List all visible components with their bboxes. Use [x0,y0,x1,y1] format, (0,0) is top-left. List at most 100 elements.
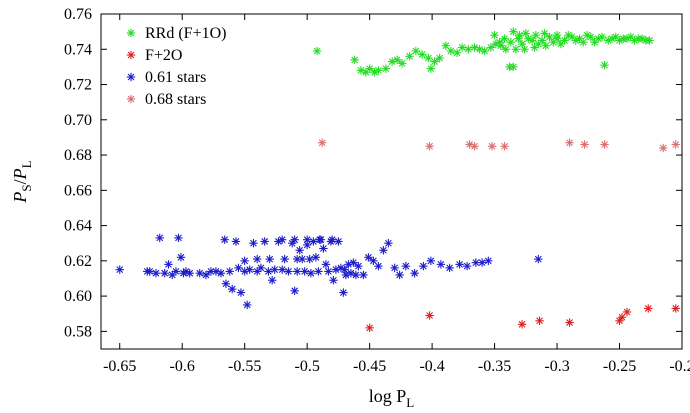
data-point [145,267,154,276]
data-point [462,261,472,271]
y-tick-label: 0.66 [64,182,92,199]
data-point [324,267,333,276]
x-tick-label: -0.25 [603,358,636,375]
data-point [234,263,243,273]
data-point [597,32,607,42]
y-tick-label: 0.76 [64,6,92,23]
data-point [306,268,316,278]
x-tick-label: -0.45 [353,358,386,375]
data-point [397,59,407,68]
data-point [176,253,186,262]
x-axis-title: log PL [369,386,415,410]
x-tick-label: -0.35 [478,358,511,375]
data-point [374,261,383,271]
data-point [359,270,368,280]
data-point [327,235,337,244]
data-point [317,138,327,147]
data-point [236,288,246,297]
data-point [195,268,204,278]
y-axis-title-denominator-subscript: L [19,160,34,168]
data-point [295,246,304,255]
data-point [506,38,516,47]
data-point [425,311,434,320]
data-point [290,286,299,296]
legend-marker [126,94,136,104]
data-point [545,32,554,42]
data-point [617,313,627,322]
data-point [312,46,322,56]
data-point [354,261,363,271]
data-point [221,279,231,288]
data-point [600,140,609,149]
y-tick-label: 0.74 [64,41,92,58]
data-point [552,30,562,40]
y-tick-label: 0.68 [64,147,92,164]
y-axis-title-numerator-subscript: S [19,184,34,191]
data-point [452,48,462,57]
data-point [565,138,574,147]
data-point [220,235,229,244]
series-1 [365,304,680,333]
data-point [201,270,211,280]
data-point [151,268,161,278]
series-2 [115,233,543,310]
data-point [365,323,374,333]
data-point [580,140,589,149]
x-axis-title-main: log P [369,386,407,406]
legend-marker [126,28,136,38]
data-point [424,53,433,63]
x-tick-label: -0.3 [544,358,569,375]
data-point [401,261,411,271]
data-point [256,263,266,273]
data-point [379,246,388,255]
x-axis-title-subscript: L [406,395,414,410]
data-point [464,45,473,54]
data-point [216,268,226,278]
data-point [164,260,173,269]
series-3 [317,138,680,153]
data-point [405,52,414,61]
data-point [534,254,543,264]
data-point [480,46,489,56]
data-point [292,267,302,276]
data-point [381,64,391,73]
data-point [155,233,164,243]
legend-item: RRd (F+1O) [126,25,226,42]
data-point [267,276,277,285]
data-point [351,270,361,280]
plot-marks [115,27,680,333]
y-tick-label: 0.72 [64,77,92,94]
data-point [227,284,237,294]
data-point [622,307,632,317]
data-point [231,237,241,246]
data-point [290,235,299,244]
data-point [252,254,262,264]
data-point [160,268,169,278]
legend-item: 0.68 stars [126,91,206,108]
data-point [277,235,287,244]
data-point [260,237,269,246]
data-point [520,45,529,54]
data-point [500,142,509,151]
data-point [487,142,497,151]
data-point [426,256,436,266]
data-point [309,237,318,246]
data-point [329,276,338,285]
data-point [511,45,521,54]
data-point [315,235,324,244]
data-point [509,62,518,72]
data-point [671,140,680,149]
legend-item: 0.61 stars [126,69,206,86]
data-point [364,253,373,262]
data-point [495,38,504,47]
data-point [537,36,547,45]
data-point [500,34,509,43]
data-point [645,36,654,45]
series-0 [312,27,654,77]
legend-label: 0.68 stars [145,91,206,108]
data-point [225,267,234,276]
data-point [115,265,124,274]
data-point [365,64,374,73]
data-point [240,256,249,266]
